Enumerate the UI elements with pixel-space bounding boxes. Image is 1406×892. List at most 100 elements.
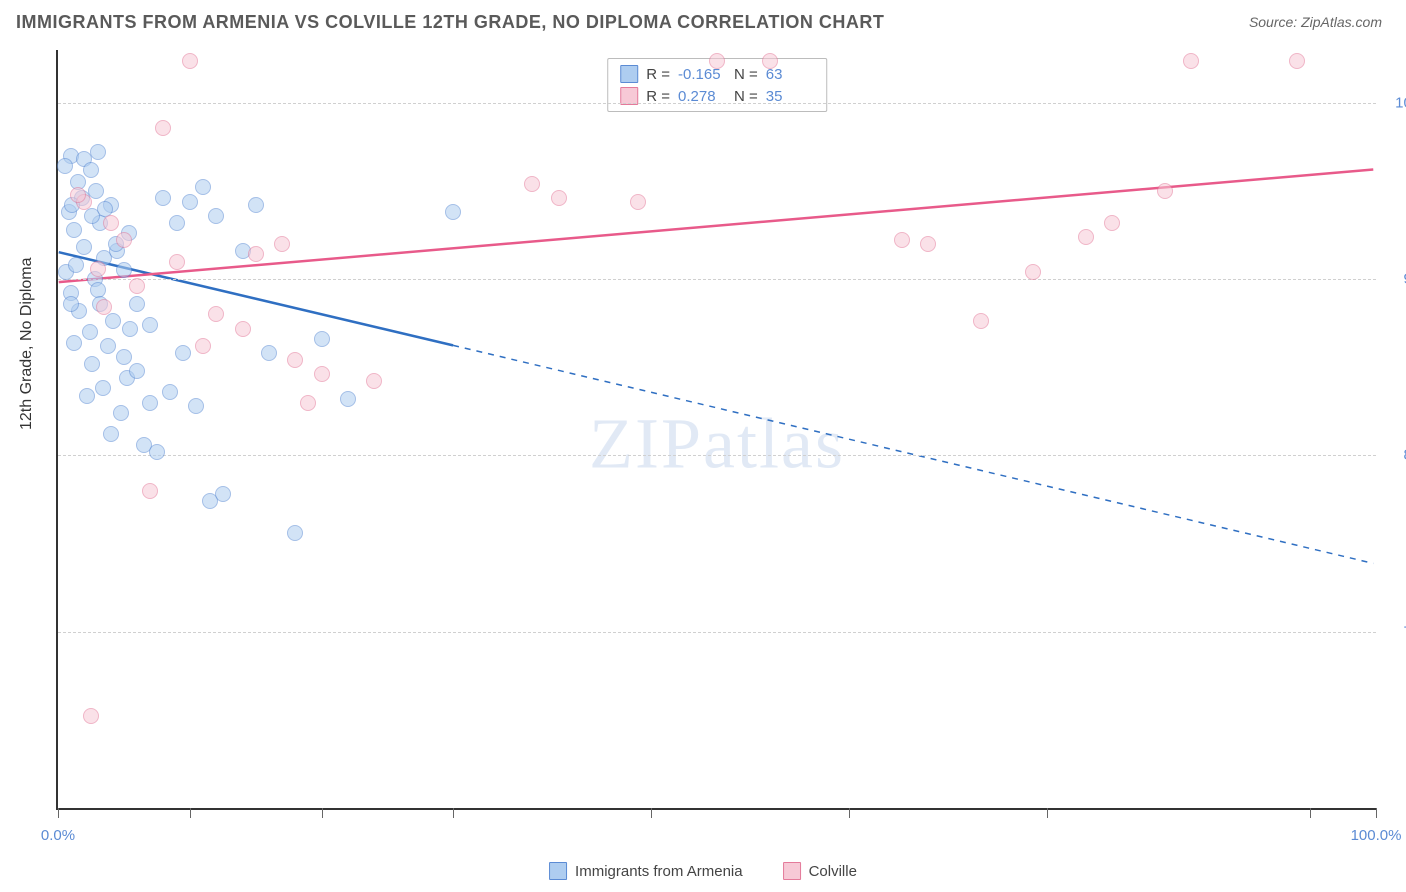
scatter-point xyxy=(274,236,290,252)
scatter-point xyxy=(314,331,330,347)
legend-series-name: Immigrants from Armenia xyxy=(575,863,743,880)
y-axis-label: 12th Grade, No Diploma xyxy=(18,257,36,430)
scatter-point xyxy=(103,215,119,231)
scatter-point xyxy=(973,313,989,329)
scatter-point xyxy=(261,345,277,361)
y-tick-label: 90.0% xyxy=(1386,271,1406,288)
scatter-point xyxy=(82,324,98,340)
scatter-point xyxy=(76,239,92,255)
source-label: Source: xyxy=(1249,14,1297,30)
scatter-point xyxy=(95,380,111,396)
scatter-point xyxy=(1289,53,1305,69)
scatter-point xyxy=(1104,215,1120,231)
x-tick xyxy=(190,808,191,818)
scatter-point xyxy=(208,306,224,322)
source-attribution: Source: ZipAtlas.com xyxy=(1249,14,1382,30)
legend-item: Colville xyxy=(783,862,857,880)
scatter-point xyxy=(1025,264,1041,280)
scatter-point xyxy=(366,373,382,389)
trend-lines-layer xyxy=(58,50,1376,808)
legend-swatch xyxy=(549,862,567,880)
scatter-point xyxy=(162,384,178,400)
scatter-point xyxy=(1183,53,1199,69)
scatter-point xyxy=(155,120,171,136)
legend-swatch xyxy=(783,862,801,880)
scatter-point xyxy=(129,296,145,312)
scatter-point xyxy=(762,53,778,69)
legend-item: Immigrants from Armenia xyxy=(549,862,743,880)
scatter-point xyxy=(551,190,567,206)
legend-bottom: Immigrants from Armenia Colville xyxy=(549,862,857,880)
scatter-point xyxy=(66,222,82,238)
gridline-h xyxy=(58,455,1376,456)
scatter-point xyxy=(66,335,82,351)
x-tick xyxy=(58,808,59,818)
gridline-h xyxy=(58,632,1376,633)
scatter-point xyxy=(235,321,251,337)
scatter-point xyxy=(195,179,211,195)
scatter-point xyxy=(155,190,171,206)
scatter-point xyxy=(287,525,303,541)
scatter-point xyxy=(142,483,158,499)
scatter-point xyxy=(524,176,540,192)
scatter-point xyxy=(79,388,95,404)
trend-line-dashed xyxy=(453,345,1373,563)
scatter-point xyxy=(83,708,99,724)
scatter-point xyxy=(100,338,116,354)
scatter-point xyxy=(96,299,112,315)
scatter-point xyxy=(630,194,646,210)
x-tick xyxy=(651,808,652,818)
x-tick-label: 100.0% xyxy=(1351,827,1402,844)
scatter-point xyxy=(208,208,224,224)
legend-swatch xyxy=(620,65,638,83)
scatter-point xyxy=(116,349,132,365)
x-tick xyxy=(849,808,850,818)
scatter-point xyxy=(248,246,264,262)
scatter-point xyxy=(195,338,211,354)
scatter-point xyxy=(84,356,100,372)
scatter-point xyxy=(149,444,165,460)
scatter-point xyxy=(340,391,356,407)
gridline-h xyxy=(58,279,1376,280)
x-tick xyxy=(322,808,323,818)
x-tick xyxy=(1376,808,1377,818)
scatter-point xyxy=(188,398,204,414)
scatter-point xyxy=(68,257,84,273)
x-tick xyxy=(453,808,454,818)
scatter-point xyxy=(248,197,264,213)
legend-series-name: Colville xyxy=(809,863,857,880)
scatter-point xyxy=(142,317,158,333)
legend-n-label: N = xyxy=(734,66,758,83)
scatter-point xyxy=(314,366,330,382)
scatter-point xyxy=(215,486,231,502)
legend-r-label: R = xyxy=(646,66,670,83)
scatter-point xyxy=(83,162,99,178)
y-tick-label: 80.0% xyxy=(1386,447,1406,464)
scatter-point xyxy=(1157,183,1173,199)
x-tick xyxy=(1047,808,1048,818)
scatter-point xyxy=(70,187,86,203)
scatter-point xyxy=(103,426,119,442)
scatter-point xyxy=(105,313,121,329)
watermark: ZIPatlas xyxy=(589,403,845,486)
legend-n-value: 63 xyxy=(766,66,814,83)
scatter-point xyxy=(894,232,910,248)
scatter-point xyxy=(920,236,936,252)
source-name: ZipAtlas.com xyxy=(1301,14,1382,30)
chart-title: IMMIGRANTS FROM ARMENIA VS COLVILLE 12TH… xyxy=(16,12,884,33)
scatter-point xyxy=(1078,229,1094,245)
scatter-point xyxy=(182,53,198,69)
scatter-point xyxy=(445,204,461,220)
scatter-point xyxy=(116,232,132,248)
scatter-point xyxy=(182,194,198,210)
scatter-point xyxy=(142,395,158,411)
y-tick-label: 100.0% xyxy=(1386,94,1406,111)
scatter-point xyxy=(90,261,106,277)
x-tick xyxy=(1310,808,1311,818)
scatter-point xyxy=(122,321,138,337)
gridline-h xyxy=(58,103,1376,104)
scatter-point xyxy=(90,144,106,160)
scatter-point xyxy=(169,215,185,231)
scatter-point xyxy=(169,254,185,270)
scatter-point xyxy=(300,395,316,411)
